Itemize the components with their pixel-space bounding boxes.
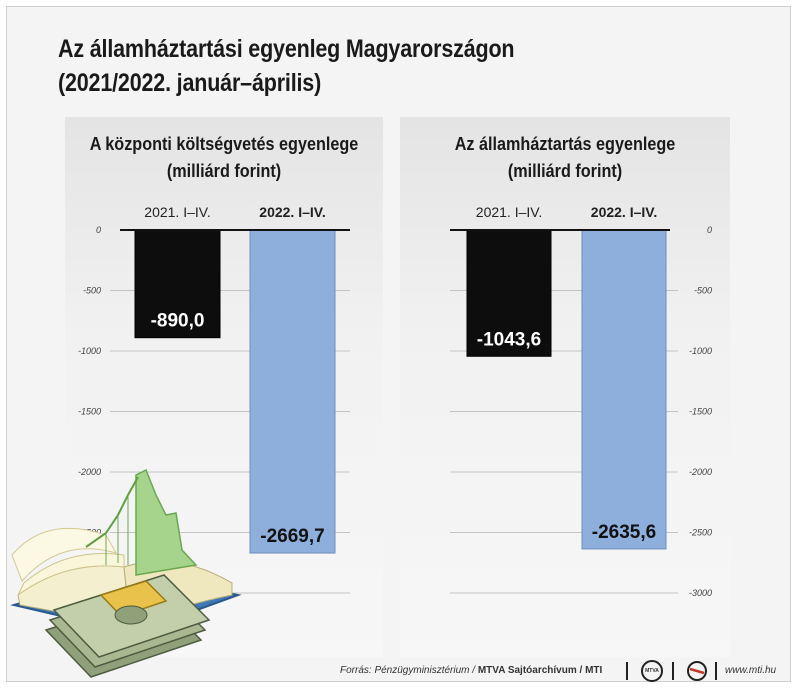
page-title: Az államháztartási egyenleg Magyarország… [58, 32, 677, 100]
y-tick-label: -2000 [78, 467, 101, 477]
chart-title: A központi költségvetés egyenlege (milli… [65, 131, 383, 185]
chart-title-line-2: (milliárd forint) [507, 161, 623, 181]
chart-title-line-1: A központi költségvetés egyenlege [89, 134, 359, 154]
separator [715, 662, 717, 680]
category-label: 2021. I–IV. [144, 204, 210, 220]
y-tick-label: -1000 [689, 346, 712, 356]
chart-panel-general-government: Az államháztartás egyenlege (milliárd fo… [400, 117, 730, 657]
data-label: -2669,7 [260, 526, 324, 547]
y-tick-label: 0 [96, 225, 101, 235]
mtva-logo-icon: MTVA [641, 660, 663, 682]
bar-chart-general-government: 0 -500 -1000 -1500 -2000 -2500 -3000 -1043,6 202… [450, 204, 712, 598]
chart-title-line-2: (milliárd forint) [166, 161, 282, 181]
y-tick-label: -500 [83, 286, 101, 296]
book-money-illustration [10, 468, 242, 678]
data-label: -1043,6 [477, 329, 541, 350]
separator [626, 662, 628, 680]
website-url: www.mti.hu [725, 665, 777, 676]
data-label: -2635,6 [592, 522, 656, 543]
title-line-2: (2021/2022. január–április) [58, 69, 322, 97]
banknotes-icon [44, 574, 211, 678]
y-tick-label: -2000 [689, 467, 712, 477]
archive-label: MTVA Sajtóarchívum / MTI [477, 665, 603, 676]
bar-chart-central-budget: 0-500-1000-1500-2000-2500-3000-890,02021… [78, 204, 350, 598]
title-line-1: Az államháztartási egyenleg Magyarország… [58, 35, 515, 63]
chart-title: Az államháztartás egyenlege (milliárd fo… [400, 131, 730, 185]
bar [466, 229, 552, 357]
bar [249, 229, 336, 554]
category-label: 2021. I–IV. [476, 204, 542, 220]
separator [672, 662, 674, 680]
category-label: 2022. I–IV. [259, 204, 325, 220]
source-text: Forrás: Pénzügyminisztérium / MTVA Sajtó… [340, 665, 602, 676]
y-tick-label: -1500 [78, 407, 101, 417]
y-tick-label: -2500 [689, 528, 712, 538]
chart-title-line-1: Az államháztartás egyenlege [454, 134, 676, 154]
mti-logo-icon [687, 661, 707, 681]
category-label: 2022. I–IV. [591, 204, 657, 220]
y-tick-label: -1000 [78, 346, 101, 356]
y-tick-label: -1500 [689, 407, 712, 417]
source-label: Forrás: Pénzügyminisztérium / [340, 665, 478, 676]
logo-text: MTVA [645, 668, 659, 674]
y-tick-label: -3000 [689, 588, 712, 598]
bar [581, 229, 667, 550]
data-label: -890,0 [151, 311, 205, 332]
y-tick-label: 0 [707, 225, 712, 235]
footer: Forrás: Pénzügyminisztérium / MTVA Sajtó… [330, 660, 790, 682]
y-tick-label: -500 [694, 286, 712, 296]
